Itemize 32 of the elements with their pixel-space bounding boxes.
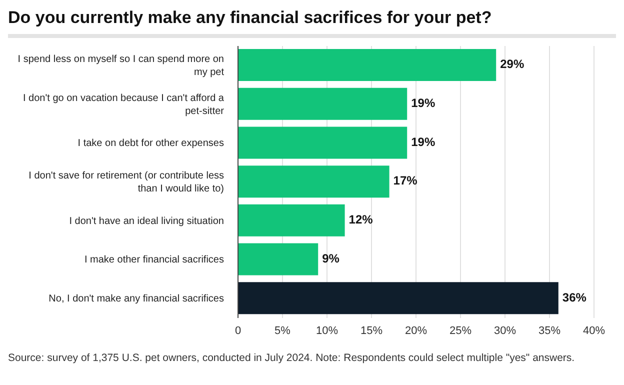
y-tick-label: I don't go on vacation because I can't afford a pet-sitter xyxy=(23,92,225,116)
y-tick-label: I make other financial sacrifices xyxy=(84,254,224,266)
x-tick-label: 0 xyxy=(234,324,242,337)
bar xyxy=(238,166,390,198)
bar xyxy=(238,243,318,276)
x-tick-label: 20% xyxy=(404,324,428,337)
y-tick-label: I don't save for retirement (or contribute less than I would like to) xyxy=(28,170,224,194)
data-label: 29% xyxy=(500,57,524,72)
data-label: 12% xyxy=(348,212,374,227)
y-tick-label: No, I don't make any financial sacrifices xyxy=(48,293,224,304)
data-label: 19% xyxy=(411,96,436,110)
y-tick-label: I don't have an ideal living situation xyxy=(69,216,224,226)
x-tick-label: 25% xyxy=(449,324,472,337)
bar xyxy=(238,204,345,236)
x-tick-label: 10% xyxy=(316,324,338,337)
bar xyxy=(238,282,558,314)
data-label: 17% xyxy=(393,174,418,188)
bar xyxy=(238,49,496,81)
y-tick-label: I spend less on myself so I can spend more on my pet xyxy=(18,54,224,78)
x-tick-label: 15% xyxy=(360,324,383,337)
chart-title: Do you currently make any financial sacrifices for your pet? xyxy=(8,8,493,28)
bar xyxy=(238,126,408,159)
x-tick-label: 40% xyxy=(582,324,606,337)
source-note: Source: survey of 1,375 U.S. pet owners, conducted in July 2024. Note: Respondents could select multiple "yes" answers. xyxy=(8,352,576,364)
y-tick-label: I take on debt for other expenses xyxy=(78,138,224,149)
x-tick-label: 35% xyxy=(538,324,561,337)
data-label: 36% xyxy=(562,290,587,304)
bar xyxy=(238,88,408,120)
data-label: 9% xyxy=(322,251,340,266)
data-label: 19% xyxy=(411,134,436,149)
x-tick-label: 5% xyxy=(274,324,291,337)
x-tick-label: 30% xyxy=(494,324,516,337)
